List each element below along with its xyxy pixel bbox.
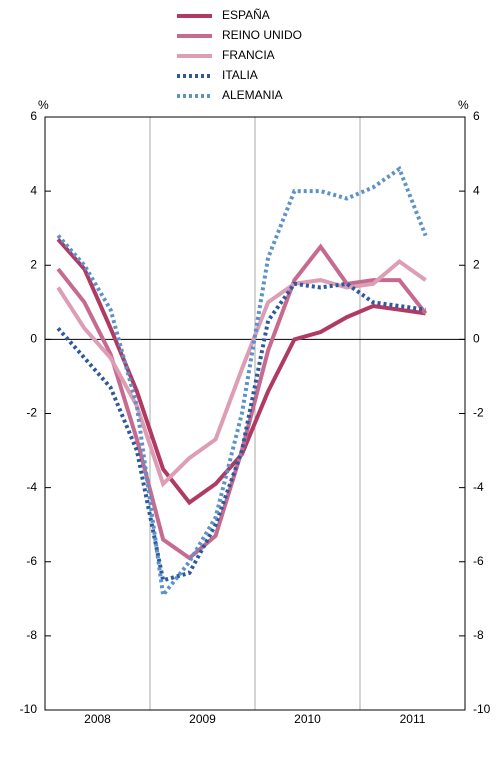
y-unit: %: [38, 98, 49, 112]
y-tick-label: 6: [30, 109, 37, 123]
series-line: [56, 258, 427, 488]
series-line: [56, 165, 428, 601]
y2-unit: %: [458, 98, 469, 112]
y2-tick-label: 0: [473, 332, 480, 346]
legend-label: ITALIA: [222, 68, 258, 82]
y2-tick-label: -6: [473, 554, 484, 568]
plot-frame: [44, 116, 466, 711]
y2-tick-label: 4: [473, 183, 480, 197]
x-tick-label: 2009: [189, 712, 216, 726]
y-tick-label: -8: [26, 628, 37, 642]
legend-label: REINO UNIDO: [222, 28, 302, 42]
y2-tick-label: -4: [473, 480, 484, 494]
legend-label: ESPAÑA: [222, 8, 270, 22]
x-tick-label: 2011: [400, 712, 426, 726]
y-tick-label: -10: [20, 702, 38, 716]
x-tick-label: 2010: [294, 712, 321, 726]
y-tick-label: -6: [26, 554, 37, 568]
y2-tick-label: 6: [473, 109, 480, 123]
legend-label: FRANCIA: [222, 48, 275, 62]
y2-tick-label: -10: [473, 702, 491, 716]
x-tick-label: 2008: [84, 712, 111, 726]
y2-tick-label: -2: [473, 406, 484, 420]
y-tick-label: 4: [30, 183, 37, 197]
y-tick-label: 2: [30, 257, 37, 271]
legend-label: ALEMANIA: [222, 88, 283, 102]
series-line: [56, 281, 426, 583]
y2-tick-label: 2: [473, 257, 480, 271]
y-tick-label: -4: [26, 480, 37, 494]
y-tick-label: 0: [30, 332, 37, 346]
y-tick-label: -2: [26, 406, 37, 420]
y2-tick-label: -8: [473, 628, 484, 642]
